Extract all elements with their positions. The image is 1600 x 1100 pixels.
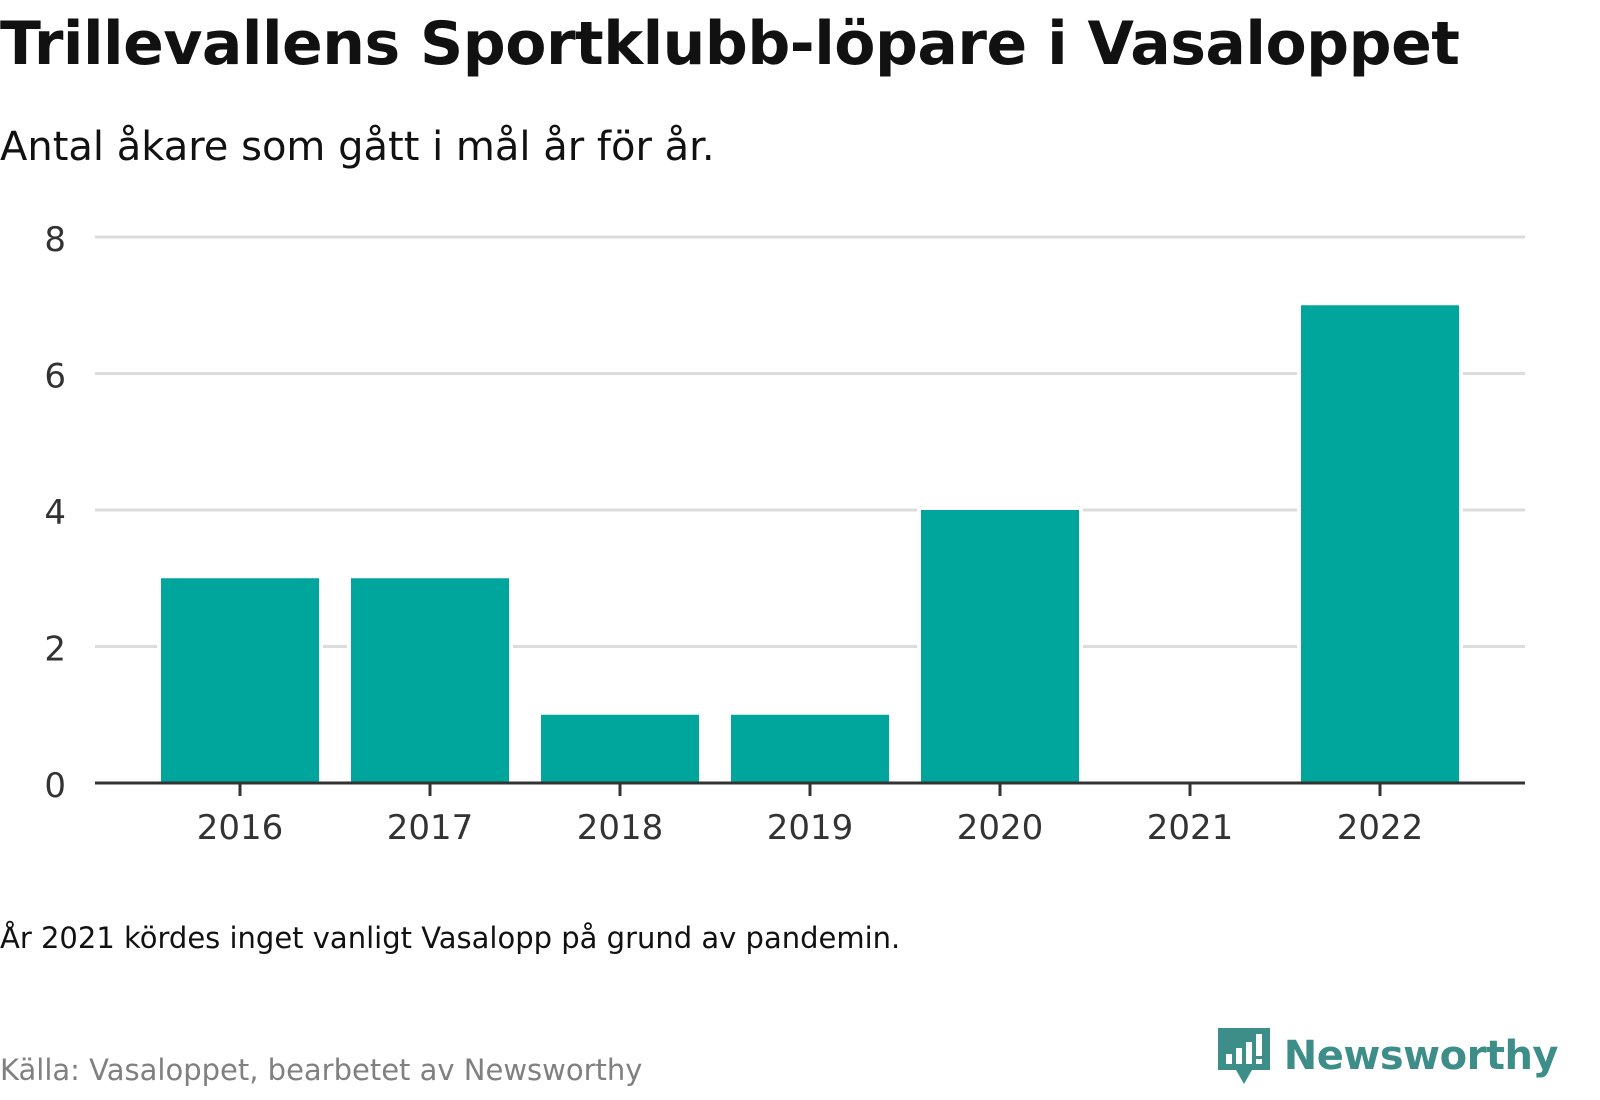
bar-2019 — [727, 710, 893, 787]
x-tick-label: 2019 — [767, 808, 854, 848]
source-credit: Källa: Vasaloppet, bearbetet av Newswort… — [0, 1053, 643, 1087]
y-tick-label: 2 — [44, 630, 66, 670]
x-tick-label: 2021 — [1147, 808, 1234, 848]
x-tick-label: 2017 — [387, 808, 474, 848]
y-tick-label: 4 — [44, 493, 66, 533]
chart-title: Trillevallens Sportklubb-löpare i Vasalo… — [0, 9, 1460, 79]
bar-2022 — [1297, 301, 1463, 787]
axes: 0 2 4 6 8 2016 2017 2018 2019 2020 2021 2022 — [44, 220, 1525, 848]
brand-name: Newsworthy — [1283, 1033, 1559, 1079]
brand-logo: Newsworthy — [1216, 1026, 1559, 1086]
y-tick-label: 8 — [44, 220, 66, 260]
x-tick-label: 2022 — [1337, 808, 1424, 848]
chart-note: År 2021 kördes inget vanligt Vasalopp på… — [0, 921, 901, 955]
y-tick-label: 0 — [44, 766, 66, 806]
bar-2017 — [347, 574, 513, 787]
bar-2020 — [917, 506, 1083, 787]
chart-subtitle: Antal åkare som gått i mål år för år. — [0, 124, 715, 170]
bars — [157, 301, 1463, 787]
bar-chart: 0 2 4 6 8 2016 2017 2018 2019 2020 2021 2022 — [44, 220, 1525, 848]
newsworthy-logo-icon — [1217, 1028, 1270, 1084]
y-tick-label: 6 — [44, 357, 66, 397]
bar-2018 — [537, 710, 703, 787]
gridlines — [95, 235, 1525, 648]
x-tick-label: 2020 — [957, 808, 1044, 848]
x-tick-label: 2018 — [577, 808, 664, 848]
x-tick-label: 2016 — [197, 808, 284, 848]
bar-2016 — [157, 574, 323, 787]
